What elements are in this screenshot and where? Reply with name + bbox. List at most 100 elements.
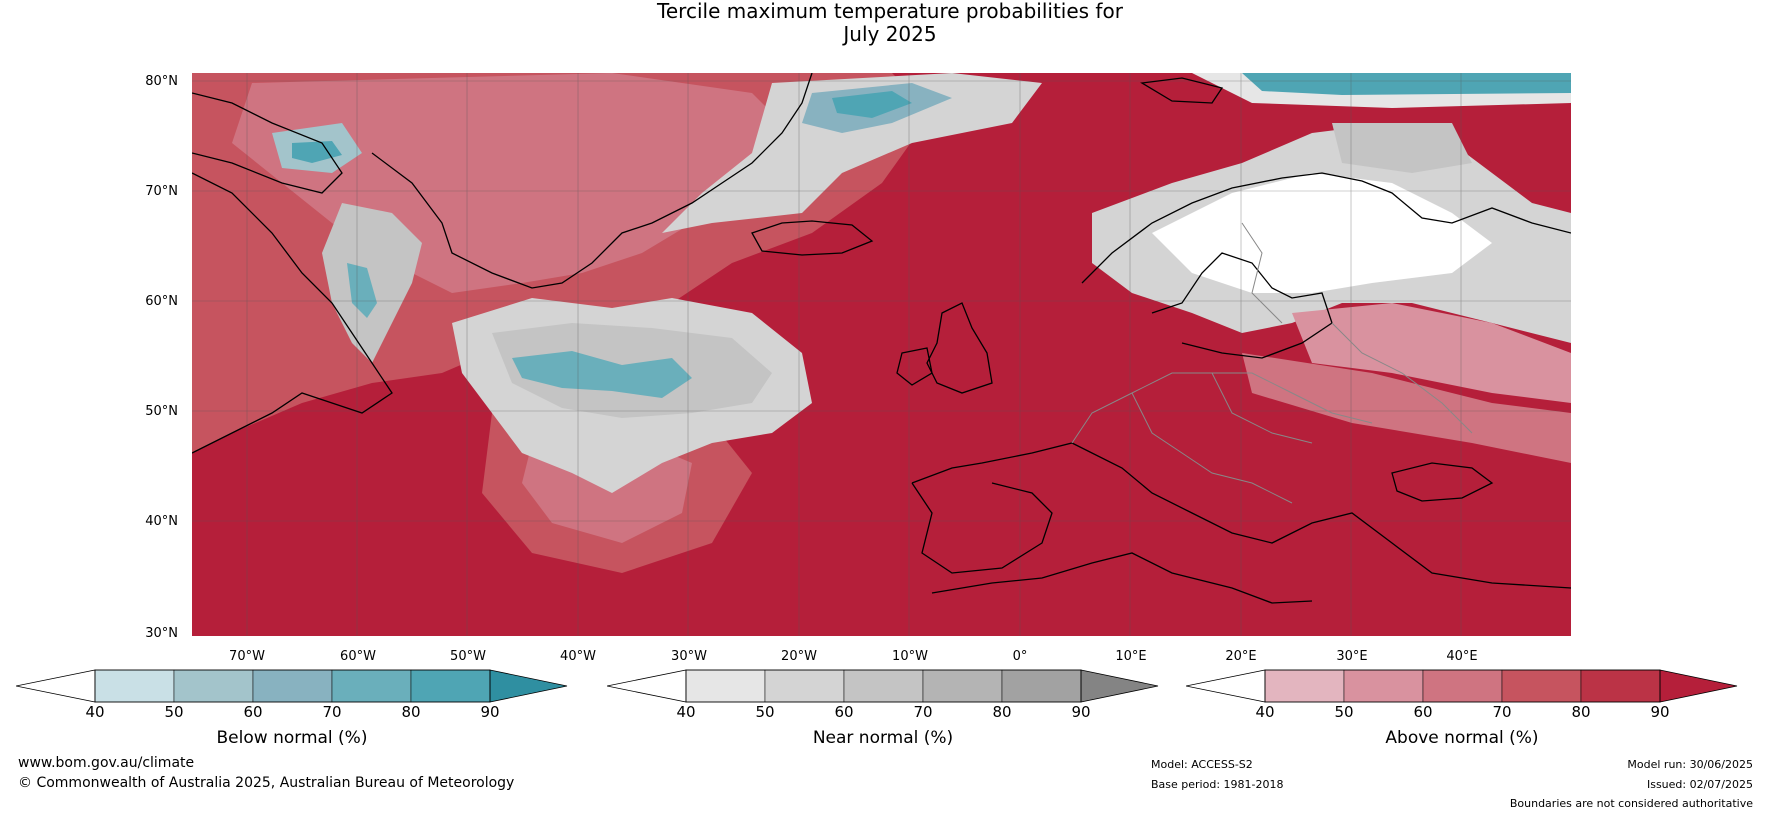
chart-title: Tercile maximum temperature probabilitie… (0, 0, 1770, 46)
lon-label-60w: 60°W (340, 649, 376, 664)
cbar-near-tick-40: 40 (676, 703, 696, 721)
cbar-below-tick-90: 90 (480, 703, 500, 721)
footer-website: www.bom.gov.au/climate (18, 755, 195, 771)
cbar-above-title: Above normal (%) (1385, 728, 1539, 748)
coast-baffin (192, 92, 343, 194)
coast-ireland (896, 347, 933, 386)
map-canvas (192, 73, 1571, 636)
region-near-normal-labrador (322, 203, 422, 363)
cbar-near-seg-5 (1001, 669, 1082, 703)
probability-map (192, 73, 1571, 636)
coast-scandinavia (1081, 172, 1571, 284)
footer-model-run: Model run: 30/06/2025 (1627, 758, 1753, 771)
cbar-above-tick-70: 70 (1492, 703, 1512, 721)
region-near-normal-arctic-russia (1332, 123, 1472, 173)
region-above-60-russia (1242, 353, 1571, 463)
lon-label-30e: 30°E (1336, 649, 1368, 664)
coast-iberia (911, 482, 1053, 574)
region-below-normal-barents (1242, 73, 1571, 95)
lat-label-50n: 50°N (145, 404, 178, 419)
cbar-below-seg-1 (94, 669, 175, 703)
cbar-above-seg-5 (1580, 669, 1661, 703)
cbar-near-extend-high (1080, 669, 1159, 703)
coast-greenland (371, 73, 813, 289)
cbar-above-extend-low (1186, 669, 1266, 703)
cbar-below-tick-80: 80 (401, 703, 421, 721)
lon-label-50w: 50°W (450, 649, 486, 664)
footer-copyright: © Commonwealth of Australia 2025, Austra… (18, 775, 515, 791)
region-above-50-russia (1292, 303, 1571, 403)
cbar-below-tick-40: 40 (85, 703, 105, 721)
cbar-below-seg-3 (252, 669, 333, 703)
cbar-above-seg-3 (1422, 669, 1503, 703)
lat-label-60n: 60°N (145, 294, 178, 309)
region-weak-scandinavia (1152, 173, 1492, 293)
lat-label-80n: 80°N (145, 74, 178, 89)
lon-label-10e: 10°E (1115, 649, 1147, 664)
cbar-near-tick-70: 70 (913, 703, 933, 721)
cbar-above-tick-80: 80 (1571, 703, 1591, 721)
cbar-near-tick-90: 90 (1071, 703, 1091, 721)
coastlines (192, 73, 1571, 604)
lon-label-20e: 20°E (1225, 649, 1257, 664)
region-near-normal-east-greenland (662, 73, 1042, 233)
region-below-normal-baffin-core (292, 141, 342, 163)
footer-base-period: Base period: 1981-2018 (1151, 778, 1284, 791)
cbar-below-seg-2 (173, 669, 254, 703)
cbar-above-tick-60: 60 (1413, 703, 1433, 721)
coast-svalbard (1140, 77, 1224, 104)
cbar-below-tick-50: 50 (164, 703, 184, 721)
cbar-above-extend-high (1659, 669, 1738, 703)
colorbar-near-normal (607, 669, 1159, 703)
cbar-below-seg-4 (331, 669, 412, 703)
graticule (192, 73, 1571, 636)
lon-label-30w: 30°W (671, 649, 707, 664)
cbar-below-tick-70: 70 (322, 703, 342, 721)
cbar-below-seg-5 (410, 669, 491, 703)
colorbar-below-normal (16, 669, 568, 703)
cbar-near-extend-low (607, 669, 687, 703)
cbar-above-seg-1 (1264, 669, 1345, 703)
cbar-below-extend-low (16, 669, 96, 703)
coast-baltic (1151, 252, 1333, 359)
footer-disclaimer: Boundaries are not considered authoritat… (1509, 797, 1753, 810)
lon-label-40w: 40°W (560, 649, 596, 664)
cbar-near-seg-4 (922, 669, 1003, 703)
title-line-1: Tercile maximum temperature probabilitie… (657, 0, 1123, 23)
cbar-above-tick-40: 40 (1255, 703, 1275, 721)
lon-label-70w: 70°W (229, 649, 265, 664)
cbar-above-seg-4 (1501, 669, 1582, 703)
cbar-near-seg-1 (685, 669, 766, 703)
region-below-normal-labrador (347, 263, 377, 318)
colorbar-above-normal (1186, 669, 1738, 703)
footer-issued: Issued: 02/07/2025 (1646, 778, 1753, 791)
cbar-above-tick-90: 90 (1650, 703, 1670, 721)
cbar-above-tick-50: 50 (1334, 703, 1354, 721)
region-below-normal-mid-atlantic (512, 351, 692, 398)
borders (1071, 222, 1473, 504)
lon-label-0: 0° (1012, 649, 1028, 664)
lat-label-70n: 70°N (145, 184, 178, 199)
lon-label-10w: 10°W (892, 649, 928, 664)
coast-britain (926, 302, 993, 394)
coast-africa (931, 552, 1313, 604)
cbar-below-title: Below normal (%) (216, 728, 368, 748)
cbar-near-seg-2 (764, 669, 845, 703)
cbar-near-tick-80: 80 (992, 703, 1012, 721)
cbar-near-title: Near normal (%) (812, 728, 954, 748)
cbar-near-seg-3 (843, 669, 924, 703)
region-below-normal-east-greenland-core (832, 91, 912, 118)
cbar-near-tick-60: 60 (834, 703, 854, 721)
cbar-near-tick-50: 50 (755, 703, 775, 721)
footer-model: Model: ACCESS-S2 (1151, 758, 1253, 771)
coast-black-sea (1391, 462, 1494, 502)
lon-label-20w: 20°W (781, 649, 817, 664)
cbar-above-seg-2 (1343, 669, 1424, 703)
coast-iceland (751, 220, 874, 256)
cbar-below-tick-60: 60 (243, 703, 263, 721)
title-line-2: July 2025 (843, 22, 937, 46)
lon-label-40e: 40°E (1446, 649, 1478, 664)
lat-label-30n: 30°N (145, 626, 178, 641)
coast-europe (911, 442, 1571, 589)
lat-label-40n: 40°N (145, 514, 178, 529)
